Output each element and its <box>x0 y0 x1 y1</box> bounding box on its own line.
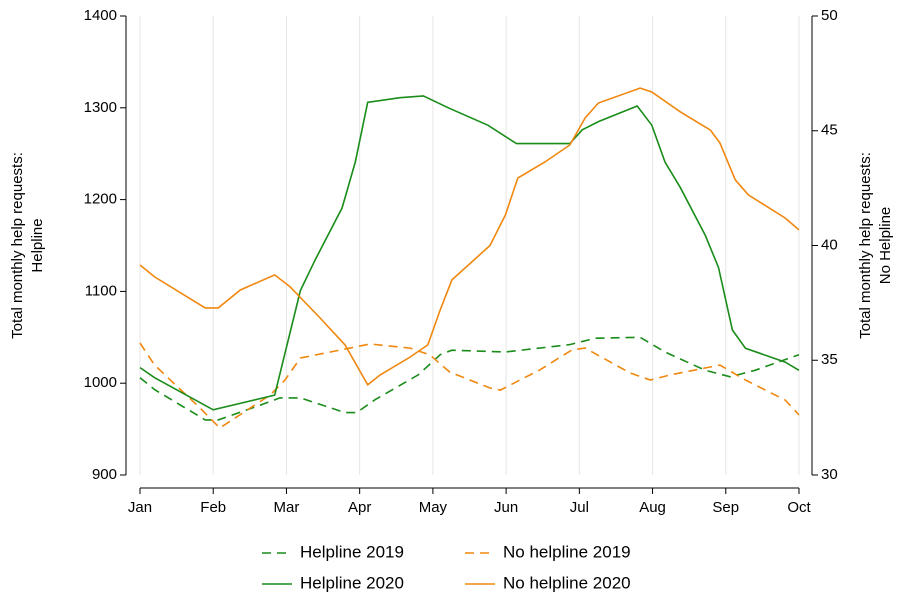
legend-label: No helpline 2020 <box>503 573 631 592</box>
x-tick-label: Oct <box>787 499 811 516</box>
series-line <box>139 95 800 411</box>
y2-tick-label: 40 <box>821 236 838 253</box>
y2-tick-label: 35 <box>821 351 838 368</box>
series-line <box>139 336 800 421</box>
y-tick-label: 1100 <box>85 282 117 299</box>
y2-tick-label: 45 <box>821 122 838 139</box>
series-line <box>139 87 800 387</box>
x-tick-label: Apr <box>348 499 371 516</box>
y-axis-title: Total monthly help requests: <box>9 152 26 339</box>
x-tick-label: May <box>419 499 448 516</box>
x-tick-label: Mar <box>274 499 300 516</box>
x-tick-label: Jul <box>570 499 589 516</box>
legend-label: Helpline 2020 <box>300 573 404 592</box>
legend-label: No helpline 2019 <box>503 542 631 561</box>
y2-axis-title: No Helpline <box>877 207 894 285</box>
y2-tick-label: 50 <box>821 7 838 24</box>
x-tick-label: Feb <box>200 499 226 516</box>
y-axis-title: Helpline <box>29 218 46 272</box>
y2-tick-label: 30 <box>821 466 838 483</box>
x-tick-label: Sep <box>712 499 739 516</box>
legend-label: Helpline 2019 <box>300 542 404 561</box>
y-tick-label: 900 <box>92 466 117 483</box>
y-tick-label: 1400 <box>84 7 117 24</box>
series-line <box>139 342 800 430</box>
y-tick-label: 1000 <box>84 374 117 391</box>
y-tick-label: 1200 <box>84 191 117 208</box>
x-tick-label: Jun <box>494 499 518 516</box>
y-tick-label: 1300 <box>84 99 117 116</box>
x-tick-label: Aug <box>639 499 666 516</box>
y2-axis-title: Total monthly help requests: <box>857 152 874 339</box>
x-tick-label: Jan <box>128 499 152 516</box>
